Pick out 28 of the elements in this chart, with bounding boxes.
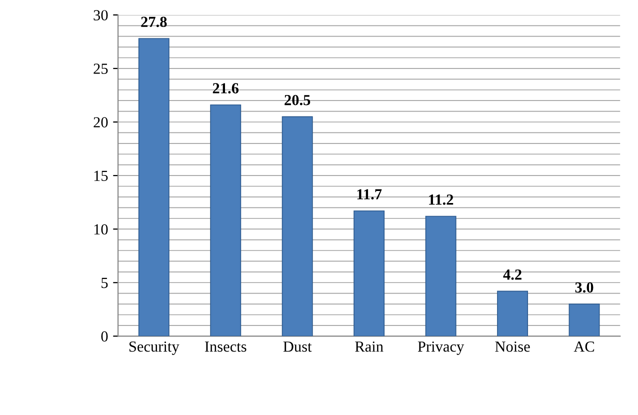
- bar: [497, 290, 528, 336]
- y-tick-label: 25: [94, 64, 108, 74]
- bar: [282, 116, 313, 336]
- data-label: 20.5: [284, 94, 310, 106]
- bar: [354, 210, 385, 336]
- bar: [138, 38, 170, 336]
- data-label: 11.2: [429, 194, 454, 205]
- data-label: 27.8: [141, 16, 167, 28]
- bar: [425, 216, 456, 336]
- data-label: 3.0: [575, 282, 594, 293]
- x-tick-label: Privacy: [418, 341, 464, 355]
- y-tick-label: 15: [94, 170, 108, 181]
- data-label: 11.7: [357, 189, 382, 200]
- y-tick-label: 20: [94, 117, 108, 128]
- y-tick-label: 30: [94, 10, 108, 20]
- data-label: 4.2: [503, 269, 522, 280]
- x-tick-label: Dust: [283, 342, 312, 352]
- data-label: 21.6: [212, 83, 239, 94]
- x-tick-label: Insects: [204, 342, 246, 352]
- bar: [568, 304, 600, 336]
- y-tick-label: 5: [102, 278, 108, 288]
- y-tick-label: 10: [94, 224, 108, 235]
- bar: [210, 104, 242, 336]
- x-tick-label: Noise: [495, 341, 530, 352]
- x-tick-label: AC: [574, 341, 594, 352]
- y-tick-label: 0: [101, 331, 108, 342]
- x-tick-label: Rain: [355, 341, 384, 352]
- x-tick-label: Security: [129, 341, 180, 355]
